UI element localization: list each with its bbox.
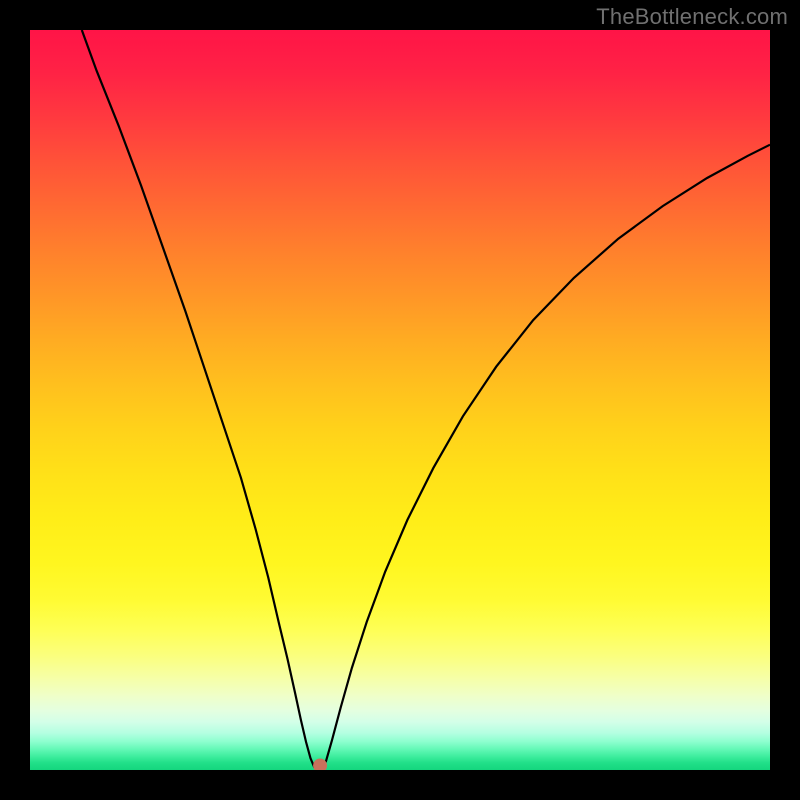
optimum-marker xyxy=(314,759,327,770)
curve-right-branch xyxy=(322,145,770,770)
curve-layer xyxy=(30,30,770,770)
plot-area xyxy=(30,30,770,770)
chart-container: TheBottleneck.com xyxy=(0,0,800,800)
watermark-text: TheBottleneck.com xyxy=(596,4,788,30)
curve-left-branch xyxy=(82,30,317,770)
